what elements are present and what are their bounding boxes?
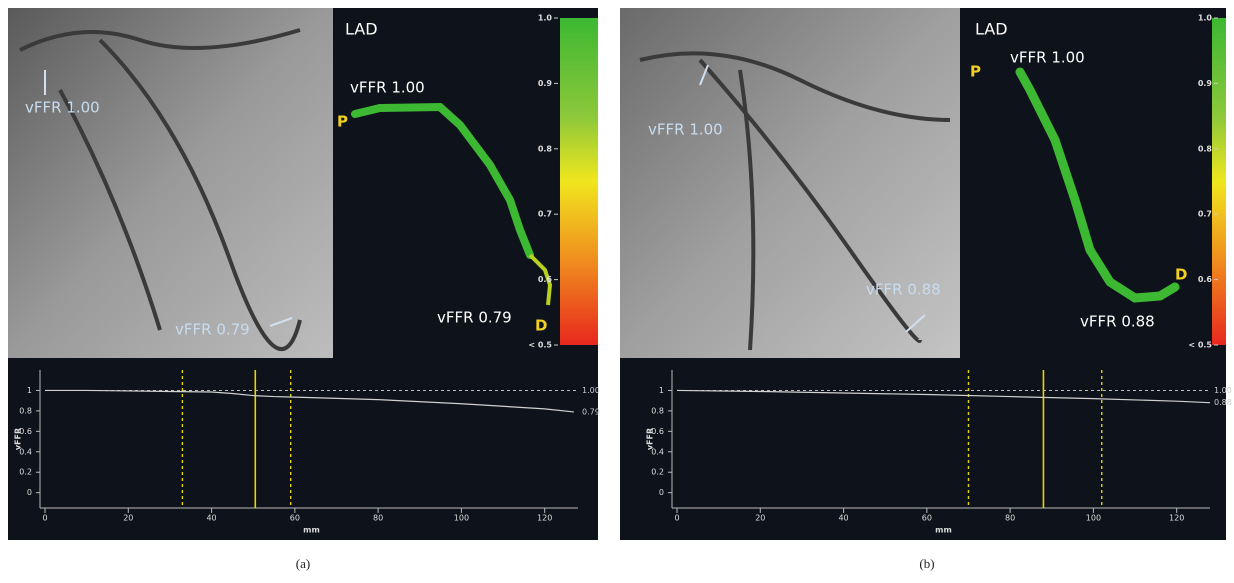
end-label: 0.79 (582, 407, 600, 416)
distal-label: D (1175, 266, 1187, 284)
x-tick-label: 120 (1169, 514, 1184, 523)
vessel-label: vFFR 1.00 (1010, 49, 1085, 67)
y-tick-label: 0 (659, 488, 664, 497)
y-tick-label: 1 (27, 386, 32, 395)
x-axis-label: mm (935, 526, 952, 535)
y-tick-label: 0.4 (19, 447, 32, 456)
angiogram-label: vFFR 1.00 (648, 121, 723, 139)
y-tick-label: 0.8 (651, 406, 664, 415)
colorbar-tick-label: 0.8 (538, 144, 553, 153)
vessel-label: vFFR 0.79 (437, 309, 512, 327)
arrow (699, 64, 926, 333)
colorbar (560, 18, 598, 345)
angiogram-label: vFFR 1.00 (25, 99, 100, 117)
arrow (44, 70, 293, 327)
vessel-render (351, 102, 534, 259)
x-tick-label: 20 (123, 514, 133, 523)
colorbar-tick-label: 0.7 (1198, 210, 1212, 219)
x-tick-label: 100 (1086, 514, 1101, 523)
colorbar-tick-label: < 0.5 (528, 341, 552, 350)
vessel-name: LAD (975, 20, 1008, 39)
x-tick-label: 80 (1005, 514, 1015, 523)
y-tick-label: 1 (659, 386, 664, 395)
y-axis-label: vFFR (14, 428, 23, 450)
x-tick-label: 120 (537, 514, 552, 523)
y-axis-label: vFFR (646, 428, 655, 450)
colorbar-tick-label: 0.6 (538, 275, 553, 284)
angiogram (8, 8, 333, 358)
y-tick-label: 0.6 (651, 427, 664, 436)
reference-label: 1.00 (582, 386, 600, 395)
y-tick-label: 0.4 (651, 447, 664, 456)
vessel-shadow (19, 28, 302, 352)
colorbar-tick-label: 1.0 (1198, 14, 1213, 23)
caption: (a) (296, 556, 310, 571)
x-tick-label: 100 (454, 514, 469, 523)
vessel-label: vFFR 1.00 (350, 79, 425, 97)
x-tick-label: 0 (674, 514, 679, 523)
colorbar-tick-label: 0.7 (538, 210, 552, 219)
angiogram (620, 8, 960, 358)
data-line (45, 389, 574, 413)
x-tick-label: 80 (373, 514, 383, 523)
x-tick-label: 0 (42, 514, 47, 523)
proximal-label: P (337, 113, 348, 131)
y-tick-label: 0 (27, 488, 32, 497)
vessel-render (528, 253, 553, 306)
colorbar (1212, 18, 1226, 345)
y-tick-label: 0.2 (19, 468, 32, 477)
colorbar-tick-label: 0.6 (1198, 275, 1213, 284)
angiogram-label: vFFR 0.79 (175, 321, 250, 339)
colorbar-tick-label: 0.9 (538, 79, 553, 88)
y-tick-label: 0.6 (19, 427, 32, 436)
x-axis-label: mm (303, 526, 320, 535)
colorbar-tick-label: 0.8 (1198, 144, 1213, 153)
proximal-label: P (970, 63, 981, 81)
x-tick-label: 60 (290, 514, 300, 523)
vessel-render (1015, 67, 1180, 303)
y-tick-label: 0.2 (651, 468, 664, 477)
vessel-name: LAD (345, 20, 378, 39)
colorbar-tick-label: 1.0 (538, 14, 553, 23)
x-tick-label: 20 (755, 514, 765, 523)
colorbar-tick-label: 0.9 (1198, 79, 1213, 88)
end-label: 0.88 (1214, 398, 1232, 407)
y-tick-label: 0.8 (19, 406, 32, 415)
x-tick-label: 60 (922, 514, 932, 523)
caption: (b) (919, 556, 934, 571)
angiogram-label: vFFR 0.88 (866, 281, 941, 299)
vessel-label: vFFR 0.88 (1080, 313, 1155, 331)
distal-label: D (535, 317, 547, 335)
data-line (676, 389, 1211, 404)
reference-label: 1.00 (1214, 386, 1232, 395)
colorbar-tick-label: < 0.5 (1188, 341, 1212, 350)
vessel-shadow (639, 51, 951, 351)
x-tick-label: 40 (206, 514, 216, 523)
x-tick-label: 40 (838, 514, 848, 523)
